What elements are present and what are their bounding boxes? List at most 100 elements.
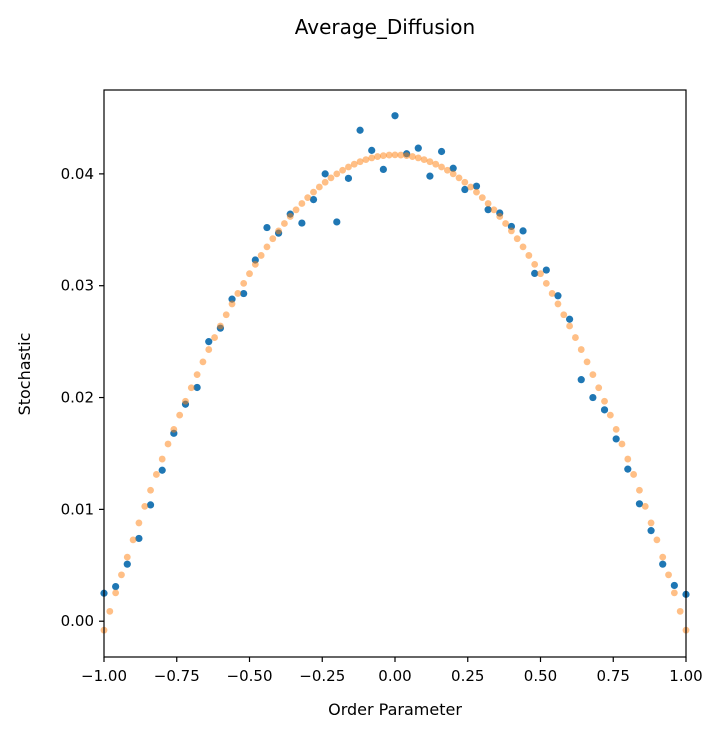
fit-point-21	[222, 311, 230, 319]
data-point-8	[193, 383, 201, 392]
fit-point-6	[135, 519, 143, 527]
fit-point-66	[484, 200, 492, 207]
y-tick-label-1: 0.01	[61, 500, 94, 518]
fit-point-32	[286, 213, 294, 220]
fit-point-57	[432, 160, 440, 168]
fit-point-87	[606, 411, 614, 419]
data-point-25	[391, 112, 399, 120]
fit-point-67	[490, 206, 498, 214]
data-point-27	[414, 144, 422, 152]
x-tick-label-3: −0.25	[299, 667, 345, 685]
data-point-48	[659, 560, 667, 568]
fit-point-81	[572, 334, 579, 341]
data-point-33	[484, 206, 492, 214]
x-tick-label-4: 0.00	[378, 667, 411, 685]
fit-point-64	[473, 188, 480, 196]
fit-point-36	[310, 188, 317, 196]
fit-point-69	[502, 220, 509, 227]
fit-point-92	[636, 486, 643, 494]
fit-point-5	[129, 536, 137, 544]
fit-point-82	[577, 346, 585, 353]
data-point-41	[577, 376, 585, 384]
x-tick-label-2: −0.50	[227, 667, 273, 685]
fit-point-98	[670, 589, 678, 597]
x-axis: −1.00 −0.75 −0.50 −0.25 0.00 0.25 0.50 0.75 1.00	[81, 657, 703, 685]
fit-point-4	[123, 553, 131, 561]
data-point-12	[240, 289, 248, 298]
fit-point-29	[269, 235, 277, 243]
fit-point-31	[281, 220, 288, 227]
fit-point-46	[368, 154, 376, 162]
data-point-20	[333, 218, 341, 226]
fit-point-96	[659, 553, 667, 561]
data-point-3	[135, 534, 143, 543]
fit-point-84	[589, 371, 597, 379]
y-tick-label-0: 0.00	[61, 612, 94, 630]
fit-point-56	[426, 158, 434, 166]
fit-point-10	[158, 455, 166, 463]
fit-point-44	[356, 158, 364, 166]
fit-point-25	[246, 270, 253, 278]
fit-point-61	[455, 174, 463, 182]
fit-point-33	[292, 206, 300, 214]
data-point-18	[309, 196, 318, 204]
fit-point-15	[187, 384, 195, 392]
x-tick-label-8: 1.00	[669, 667, 702, 685]
fit-point-95	[653, 536, 661, 544]
fit-point-52	[403, 152, 411, 160]
data-point-24	[379, 165, 387, 173]
fit-point-7	[141, 502, 149, 510]
fit-point-26	[251, 260, 259, 268]
fit-point-38	[321, 178, 329, 186]
data-point-19	[321, 170, 329, 178]
fit-point-23	[234, 290, 242, 297]
series-layer	[100, 112, 690, 634]
fit-point-43	[350, 160, 358, 168]
fit-point-91	[630, 471, 638, 478]
data-point-38	[542, 266, 550, 274]
fit-point-24	[240, 279, 248, 287]
data-point-45	[624, 465, 632, 473]
y-tick-label-4: 0.04	[61, 165, 94, 183]
data-point-5	[158, 466, 166, 474]
fit-point-74	[531, 260, 539, 268]
fit-point-58	[438, 163, 445, 171]
data-point-49	[670, 581, 678, 590]
fit-point-20	[217, 322, 224, 330]
fit-point-86	[601, 397, 608, 405]
data-point-42	[589, 393, 597, 402]
fit-point-73	[525, 252, 533, 259]
fit-point-14	[182, 397, 189, 405]
fit-point-48	[379, 152, 387, 160]
fit-point-59	[443, 166, 451, 174]
fit-point-49	[385, 151, 393, 159]
data-point-40	[566, 315, 574, 323]
fit-point-70	[508, 227, 515, 235]
fit-point-28	[263, 243, 271, 251]
fit-point-41	[339, 166, 347, 174]
chart-title: Average_Diffusion	[295, 15, 475, 39]
plot-area-frame	[103, 89, 687, 658]
fit-point-19	[211, 334, 218, 341]
data-point-11	[228, 295, 236, 303]
fit-point-72	[519, 243, 527, 251]
x-tick-label-7: 0.75	[597, 667, 630, 685]
fit-point-75	[537, 270, 544, 278]
data-point-44	[612, 435, 620, 443]
fit-point-63	[467, 183, 475, 191]
x-tick-label-5: 0.25	[451, 667, 484, 685]
fit-point-97	[665, 571, 672, 579]
data-point-30	[449, 164, 457, 172]
fit-point-45	[362, 156, 370, 164]
fit-point-27	[257, 252, 265, 259]
fit-point-11	[164, 440, 172, 448]
fit-point-78	[554, 300, 562, 308]
fit-point-89	[618, 440, 626, 448]
fit-point-79	[560, 311, 568, 319]
data-point-4	[146, 501, 155, 509]
data-point-39	[554, 292, 562, 300]
fit-point-40	[333, 170, 341, 178]
data-point-1	[112, 582, 120, 591]
fit-point-37	[315, 183, 323, 191]
fit-point-62	[461, 178, 469, 186]
